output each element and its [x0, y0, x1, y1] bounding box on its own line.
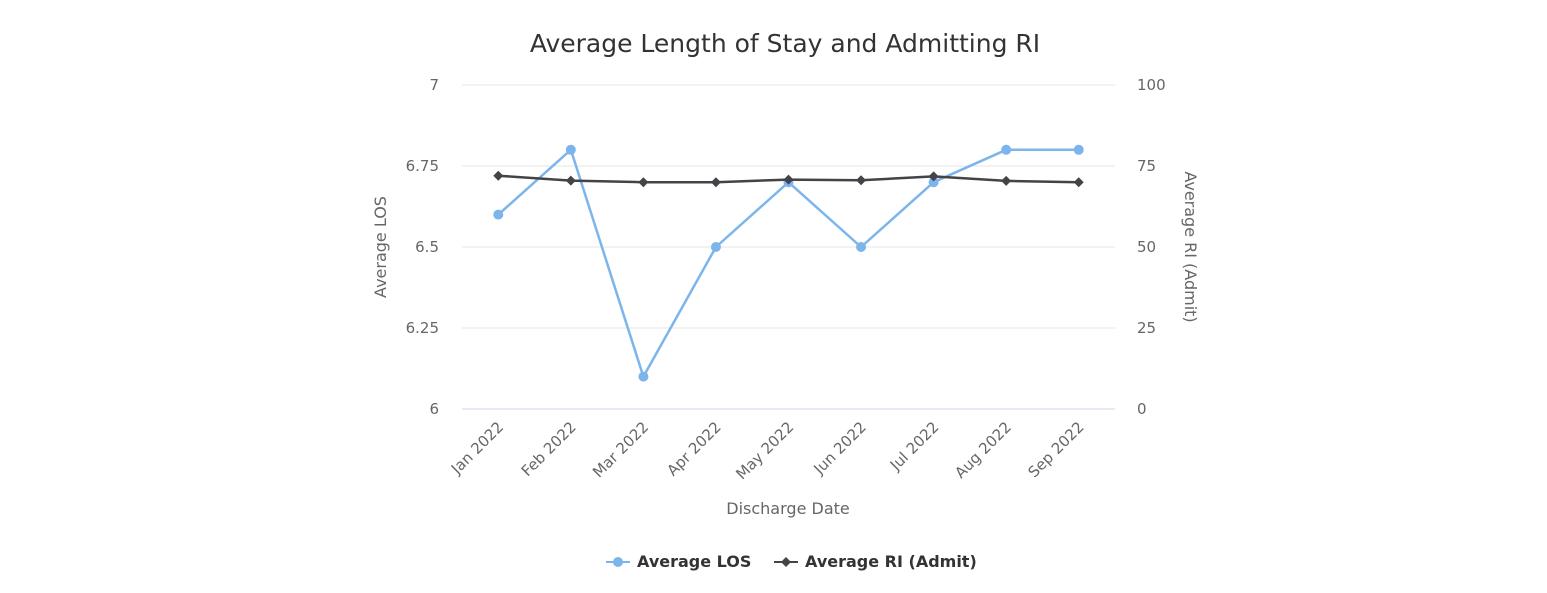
x-tick-label: Feb 2022: [518, 418, 580, 480]
data-point[interactable]: [565, 144, 576, 155]
data-point[interactable]: [493, 170, 504, 181]
left-tick-label: 7: [429, 76, 439, 94]
data-point[interactable]: [856, 242, 867, 252]
data-point[interactable]: [1073, 144, 1084, 155]
right-tick-label: 25: [1137, 319, 1156, 337]
legend-label: Average LOS: [637, 552, 751, 571]
x-tick-label: Aug 2022: [951, 418, 1015, 482]
data-point[interactable]: [638, 177, 649, 188]
left-axis-title: Average LOS: [371, 196, 390, 298]
data-point[interactable]: [1073, 177, 1084, 188]
data-point[interactable]: [710, 177, 721, 188]
legend: Average LOS Average RI (Admit): [606, 552, 977, 571]
legend-circle-marker-icon: [613, 557, 623, 567]
data-point[interactable]: [638, 371, 649, 382]
data-point[interactable]: [1001, 144, 1012, 155]
x-tick-label: Apr 2022: [663, 418, 724, 479]
right-tick-label: 0: [1137, 400, 1147, 418]
chart-title: Average Length of Stay and Admitting RI: [530, 29, 1040, 58]
x-tick-label: Jul 2022: [886, 418, 943, 475]
x-tick-label: Jan 2022: [447, 418, 507, 478]
data-point[interactable]: [565, 175, 576, 186]
right-axis-ticks: 0 25 50 75 100: [1137, 76, 1166, 418]
left-tick-label: 6: [429, 400, 439, 418]
data-point[interactable]: [710, 242, 721, 252]
legend-item-average-los[interactable]: Average LOS: [606, 552, 751, 571]
left-tick-label: 6.5: [415, 238, 439, 256]
series-layer: [493, 144, 1084, 382]
data-point[interactable]: [783, 174, 794, 185]
legend-label: Average RI (Admit): [805, 552, 977, 571]
x-tick-label: Sep 2022: [1024, 418, 1087, 481]
x-tick-label: May 2022: [732, 418, 797, 483]
series-average-ri-admit: [493, 170, 1084, 188]
data-point[interactable]: [1001, 175, 1012, 186]
right-tick-label: 75: [1137, 157, 1156, 175]
data-point[interactable]: [928, 177, 939, 188]
data-point[interactable]: [928, 171, 939, 182]
left-tick-label: 6.75: [406, 157, 439, 175]
legend-diamond-marker-icon: [781, 557, 791, 567]
grid-lines: [462, 84, 1115, 329]
left-axis-ticks: 6 6.25 6.5 6.75 7: [406, 76, 439, 418]
x-tick-label: Jun 2022: [810, 418, 870, 478]
right-axis-title: Average RI (Admit): [1181, 171, 1200, 322]
data-point[interactable]: [856, 175, 867, 186]
data-point[interactable]: [493, 209, 504, 220]
right-tick-label: 50: [1137, 238, 1156, 256]
left-tick-label: 6.25: [406, 319, 439, 337]
x-axis-ticks: Jan 2022 Feb 2022 Mar 2022 Apr 2022 May 2022…: [447, 418, 1088, 483]
right-tick-label: 100: [1137, 76, 1166, 94]
legend-item-average-ri-admit[interactable]: Average RI (Admit): [774, 552, 977, 571]
x-tick-label: Mar 2022: [589, 418, 652, 481]
x-axis-title: Discharge Date: [726, 499, 849, 518]
